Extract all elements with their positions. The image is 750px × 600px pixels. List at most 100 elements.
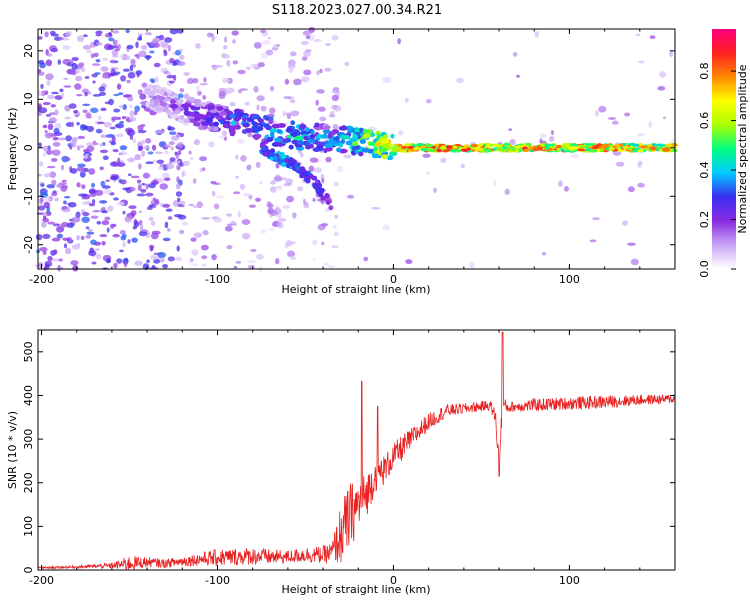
heatmap-cell <box>159 162 164 168</box>
heatmap-cell <box>224 36 228 43</box>
heatmap-cell <box>42 124 48 129</box>
heatmap-cell <box>42 217 50 223</box>
heatmap-cell <box>101 206 106 212</box>
heatmap-cell <box>70 140 77 148</box>
heatmap-cell <box>316 134 323 139</box>
heatmap-cell <box>150 254 158 261</box>
heatmap-cell <box>46 94 55 100</box>
heatmap-cell <box>165 71 172 76</box>
heatmap-cell <box>440 157 447 164</box>
heatmap-cell <box>319 116 327 122</box>
heatmap-cell <box>61 179 67 183</box>
heatmap-cell <box>235 261 242 264</box>
heatmap-cell <box>300 152 304 158</box>
heatmap-cell <box>115 133 124 138</box>
snr-y-tick-label: 500 <box>22 341 35 362</box>
heatmap-cell <box>131 237 138 243</box>
heatmap-cell <box>328 205 334 211</box>
heatmap-cell <box>381 138 390 144</box>
heatmap-cell <box>154 76 159 83</box>
heatmap-cell <box>200 121 207 126</box>
heatmap-cell <box>268 107 276 114</box>
heatmap-cell <box>608 147 615 151</box>
heatmap-cell <box>211 254 217 261</box>
heatmap-cell <box>141 182 146 186</box>
heatmap-cell <box>232 191 241 195</box>
heatmap-cell <box>52 136 59 141</box>
heatmap-cell <box>289 255 296 260</box>
heatmap-cell <box>302 198 307 205</box>
heatmap-cell <box>221 78 231 84</box>
heatmap-cell <box>289 98 296 104</box>
snr-x-tick-label: -200 <box>29 574 54 587</box>
heatmap-cell <box>451 145 458 149</box>
heatmap-cell <box>277 221 284 229</box>
heatmap-cell <box>169 131 177 136</box>
heatmap-cell <box>60 164 65 171</box>
heatmap-cell <box>247 260 256 264</box>
heatmap-cell <box>109 223 115 229</box>
heatmap-cell <box>162 203 171 208</box>
heatmap-cell <box>60 185 68 192</box>
colorbar-tick-label: 0.0 <box>698 260 711 278</box>
heatmap-cell <box>202 94 206 100</box>
heatmap-cell <box>266 201 272 208</box>
heatmap-cell <box>151 144 157 151</box>
heatmap-cell <box>51 237 61 242</box>
heatmap-cell <box>92 142 100 146</box>
heatmap-cell <box>267 36 272 40</box>
heatmap-cell <box>363 256 369 262</box>
colorbar-tick-label: 0.6 <box>698 112 711 129</box>
heatmap-cell <box>352 134 359 140</box>
heatmap-cell <box>242 122 250 128</box>
heatmap-cell <box>58 258 64 262</box>
heatmap-cell <box>168 141 175 146</box>
heatmap-cell <box>345 140 353 146</box>
heatmap-cell <box>179 229 185 235</box>
heatmap-cell <box>233 266 238 269</box>
heatmap-cell <box>126 44 134 50</box>
heatmap-cell <box>633 147 639 151</box>
heatmap-cell <box>95 33 102 37</box>
heatmap-cell <box>45 114 52 117</box>
heatmap-cell <box>152 37 161 43</box>
heatmap-cell <box>100 66 109 72</box>
heatmap-cell <box>313 167 323 173</box>
heatmap-cell <box>54 122 62 129</box>
heatmap-cell <box>463 144 470 148</box>
heatmap-cell <box>62 45 71 50</box>
heatmap-cell <box>109 126 116 130</box>
heatmap-cell <box>195 43 201 49</box>
heatmap-cell <box>321 177 325 184</box>
heatmap-cell <box>96 42 103 46</box>
heatmap-cell <box>648 121 653 128</box>
heatmap-cell <box>99 234 108 238</box>
colorbar-gradient <box>712 29 736 269</box>
heatmap-cell <box>81 216 90 223</box>
heatmap-cell <box>112 39 118 46</box>
heatmap-cell <box>141 44 148 51</box>
heatmap-cell <box>132 225 137 230</box>
heatmap-cell <box>172 160 181 164</box>
heatmap-cell <box>585 148 591 152</box>
heatmap-cell <box>282 138 287 144</box>
heatmap-cell <box>225 87 233 95</box>
heatmap-cell <box>155 84 161 90</box>
heatmap-cell <box>316 144 323 150</box>
heatmap-cell <box>271 123 281 129</box>
heatmap-cell <box>40 183 45 187</box>
heatmap-cell <box>99 143 104 147</box>
heatmap-cell <box>556 144 562 149</box>
heatmap-cell <box>320 133 328 139</box>
heatmap-cell <box>221 130 228 137</box>
heatmap-cell <box>252 127 259 132</box>
heatmap-cell <box>331 245 339 249</box>
heatmap-cell <box>119 120 125 124</box>
heatmap-cell <box>100 134 108 138</box>
heatmap-cell <box>85 142 94 147</box>
heatmap-cell <box>325 156 332 163</box>
heatmap-cell <box>127 96 134 102</box>
heatmap-cell <box>631 143 640 147</box>
heatmap-cell <box>309 157 319 163</box>
heatmap-cell <box>347 128 353 134</box>
